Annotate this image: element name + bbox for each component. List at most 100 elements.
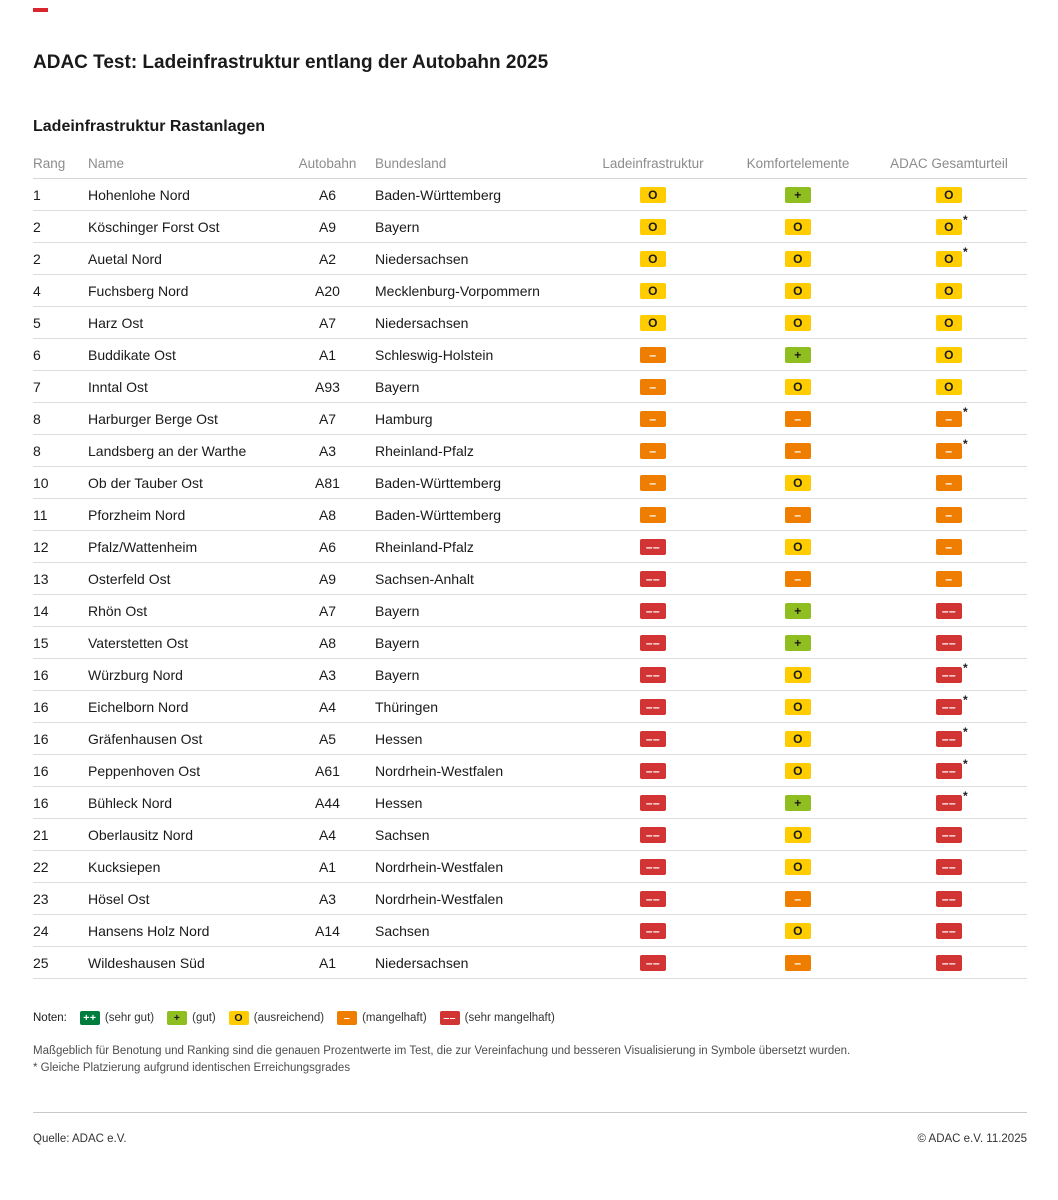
legend-caption: (ausreichend) [253, 1012, 325, 1024]
cell-autobahn: A1 [318, 954, 337, 971]
cell-autobahn: A6 [318, 538, 337, 555]
cell-gesamturteil: – [871, 570, 1027, 587]
legend-item: – (mangelhaft) [337, 1011, 427, 1025]
cell-ladeinfrastruktur: –– [581, 538, 725, 555]
cell-komfortelemente: + [725, 634, 871, 651]
rating-badge-sehr_mangelhaft: –– [936, 859, 962, 875]
cell-ladeinfrastruktur: – [581, 410, 725, 427]
cell-rang: 7 [33, 378, 41, 395]
equal-rank-asterisk: * [963, 405, 968, 419]
cell-bundesland: Sachsen [375, 922, 430, 939]
rating-badge-ausreichend: O [785, 763, 811, 779]
rating-badge-sehr_mangelhaft: –– [640, 859, 666, 875]
cell-komfortelemente: – [725, 954, 871, 971]
gesamturteil-badge-wrap: –– [936, 602, 962, 619]
rating-badge-mangelhaft: – [936, 571, 962, 587]
cell-autobahn: A9 [318, 570, 337, 587]
cell-komfortelemente: O [725, 698, 871, 715]
gesamturteil-badge-wrap: –– * [936, 693, 968, 715]
rating-badge-gut: + [167, 1011, 188, 1025]
cell-komfortelemente: O [725, 826, 871, 843]
rating-badge-gut: + [785, 635, 811, 651]
rating-badge-ausreichend: O [785, 859, 811, 875]
gesamturteil-badge-wrap: O * [936, 213, 968, 235]
cell-ladeinfrastruktur: –– [581, 762, 725, 779]
cell-name: Osterfeld Ost [88, 570, 171, 587]
cell-bundesland: Thüringen [375, 698, 439, 715]
cell-autobahn: A93 [315, 378, 340, 395]
table-row: 16 Gräfenhausen Ost A5 Hessen –– O –– * [33, 723, 1027, 755]
footer: Quelle: ADAC e.V. © ADAC e.V. 11.2025 [33, 1112, 1027, 1145]
cell-komfortelemente: O [725, 218, 871, 235]
cell-name: Hösel Ost [88, 890, 150, 907]
rating-badge-sehr_mangelhaft: –– [640, 891, 666, 907]
rating-badge-ausreichend: O [785, 315, 811, 331]
cell-komfortelemente: O [725, 666, 871, 683]
cell-rang: 2 [33, 218, 41, 235]
cell-gesamturteil: –– [871, 826, 1027, 843]
cell-komfortelemente: + [725, 186, 871, 203]
table-row: 6 Buddikate Ost A1 Schleswig-Holstein – + O [33, 339, 1027, 371]
legend-caption: (mangelhaft) [362, 1012, 427, 1024]
rating-badge-ausreichend: O [785, 923, 811, 939]
cell-rang: 8 [33, 442, 41, 459]
cell-komfortelemente: – [725, 442, 871, 459]
cell-komfortelemente: + [725, 794, 871, 811]
cell-gesamturteil: –– [871, 922, 1027, 939]
cell-gesamturteil: –– * [871, 725, 1027, 747]
cell-ladeinfrastruktur: –– [581, 858, 725, 875]
gesamturteil-badge-wrap: –– * [936, 725, 968, 747]
cell-bundesland: Sachsen [375, 826, 430, 843]
cell-rang: 23 [33, 890, 49, 907]
rating-badge-sehr_gut: ++ [79, 1011, 100, 1025]
gesamturteil-badge-wrap: O [936, 346, 962, 363]
gesamturteil-badge-wrap: –– [936, 954, 962, 971]
rating-badge-sehr_mangelhaft: –– [640, 603, 666, 619]
cell-name: Auetal Nord [88, 250, 162, 267]
cell-name: Köschinger Forst Ost [88, 218, 220, 235]
table-row: 2 Köschinger Forst Ost A9 Bayern O O O * [33, 211, 1027, 243]
cell-komfortelemente: O [725, 858, 871, 875]
cell-name: Peppenhoven Ost [88, 762, 201, 779]
rating-badge-mangelhaft: – [936, 411, 962, 427]
cell-bundesland: Baden-Württemberg [375, 506, 502, 523]
rating-badge-ausreichend: O [785, 251, 811, 267]
cell-rang: 10 [33, 474, 49, 491]
rating-badge-sehr_mangelhaft: –– [640, 827, 666, 843]
table-row: 21 Oberlausitz Nord A4 Sachsen –– O –– [33, 819, 1027, 851]
rating-badge-mangelhaft: – [785, 571, 811, 587]
gesamturteil-badge-wrap: – [936, 570, 962, 587]
cell-autobahn: A8 [318, 634, 337, 651]
col-header-ladeinfrastruktur: Ladeinfrastruktur [602, 155, 704, 171]
cell-gesamturteil: –– [871, 858, 1027, 875]
rating-badge-mangelhaft: – [640, 411, 666, 427]
rating-badge-sehr_mangelhaft: –– [640, 923, 666, 939]
gesamturteil-badge-wrap: –– [936, 858, 962, 875]
rating-badge-sehr_mangelhaft: –– [936, 763, 962, 779]
rating-badge-mangelhaft: – [785, 443, 811, 459]
cell-name: Rhön Ost [88, 602, 148, 619]
section-title: Ladeinfrastruktur Rastanlagen [33, 118, 266, 135]
copyright-text: © ADAC e.V. 11.2025 [917, 1133, 1028, 1145]
cell-komfortelemente: + [725, 602, 871, 619]
cell-komfortelemente: O [725, 250, 871, 267]
table-row: 16 Bühleck Nord A44 Hessen –– + –– * [33, 787, 1027, 819]
rating-badge-mangelhaft: – [640, 347, 666, 363]
col-header-name: Name [88, 155, 125, 171]
cell-autobahn: A5 [318, 730, 337, 747]
cell-bundesland: Bayern [375, 378, 420, 395]
cell-gesamturteil: – [871, 538, 1027, 555]
cell-autobahn: A4 [318, 826, 337, 843]
rating-badge-gut: + [785, 347, 811, 363]
table-row: 25 Wildeshausen Süd A1 Niedersachsen –– – –– [33, 947, 1027, 979]
table-row: 8 Landsberg an der Warthe A3 Rheinland-Pfal… [33, 435, 1027, 467]
source-text: Quelle: ADAC e.V. [33, 1133, 127, 1145]
gesamturteil-badge-wrap: O [936, 282, 962, 299]
cell-autobahn: A3 [318, 666, 337, 683]
cell-gesamturteil: –– [871, 634, 1027, 651]
cell-ladeinfrastruktur: – [581, 346, 725, 363]
footnote-method: Maßgeblich für Benotung und Ranking sind… [33, 1045, 851, 1057]
cell-autobahn: A2 [318, 250, 337, 267]
gesamturteil-badge-wrap: –– * [936, 661, 968, 683]
